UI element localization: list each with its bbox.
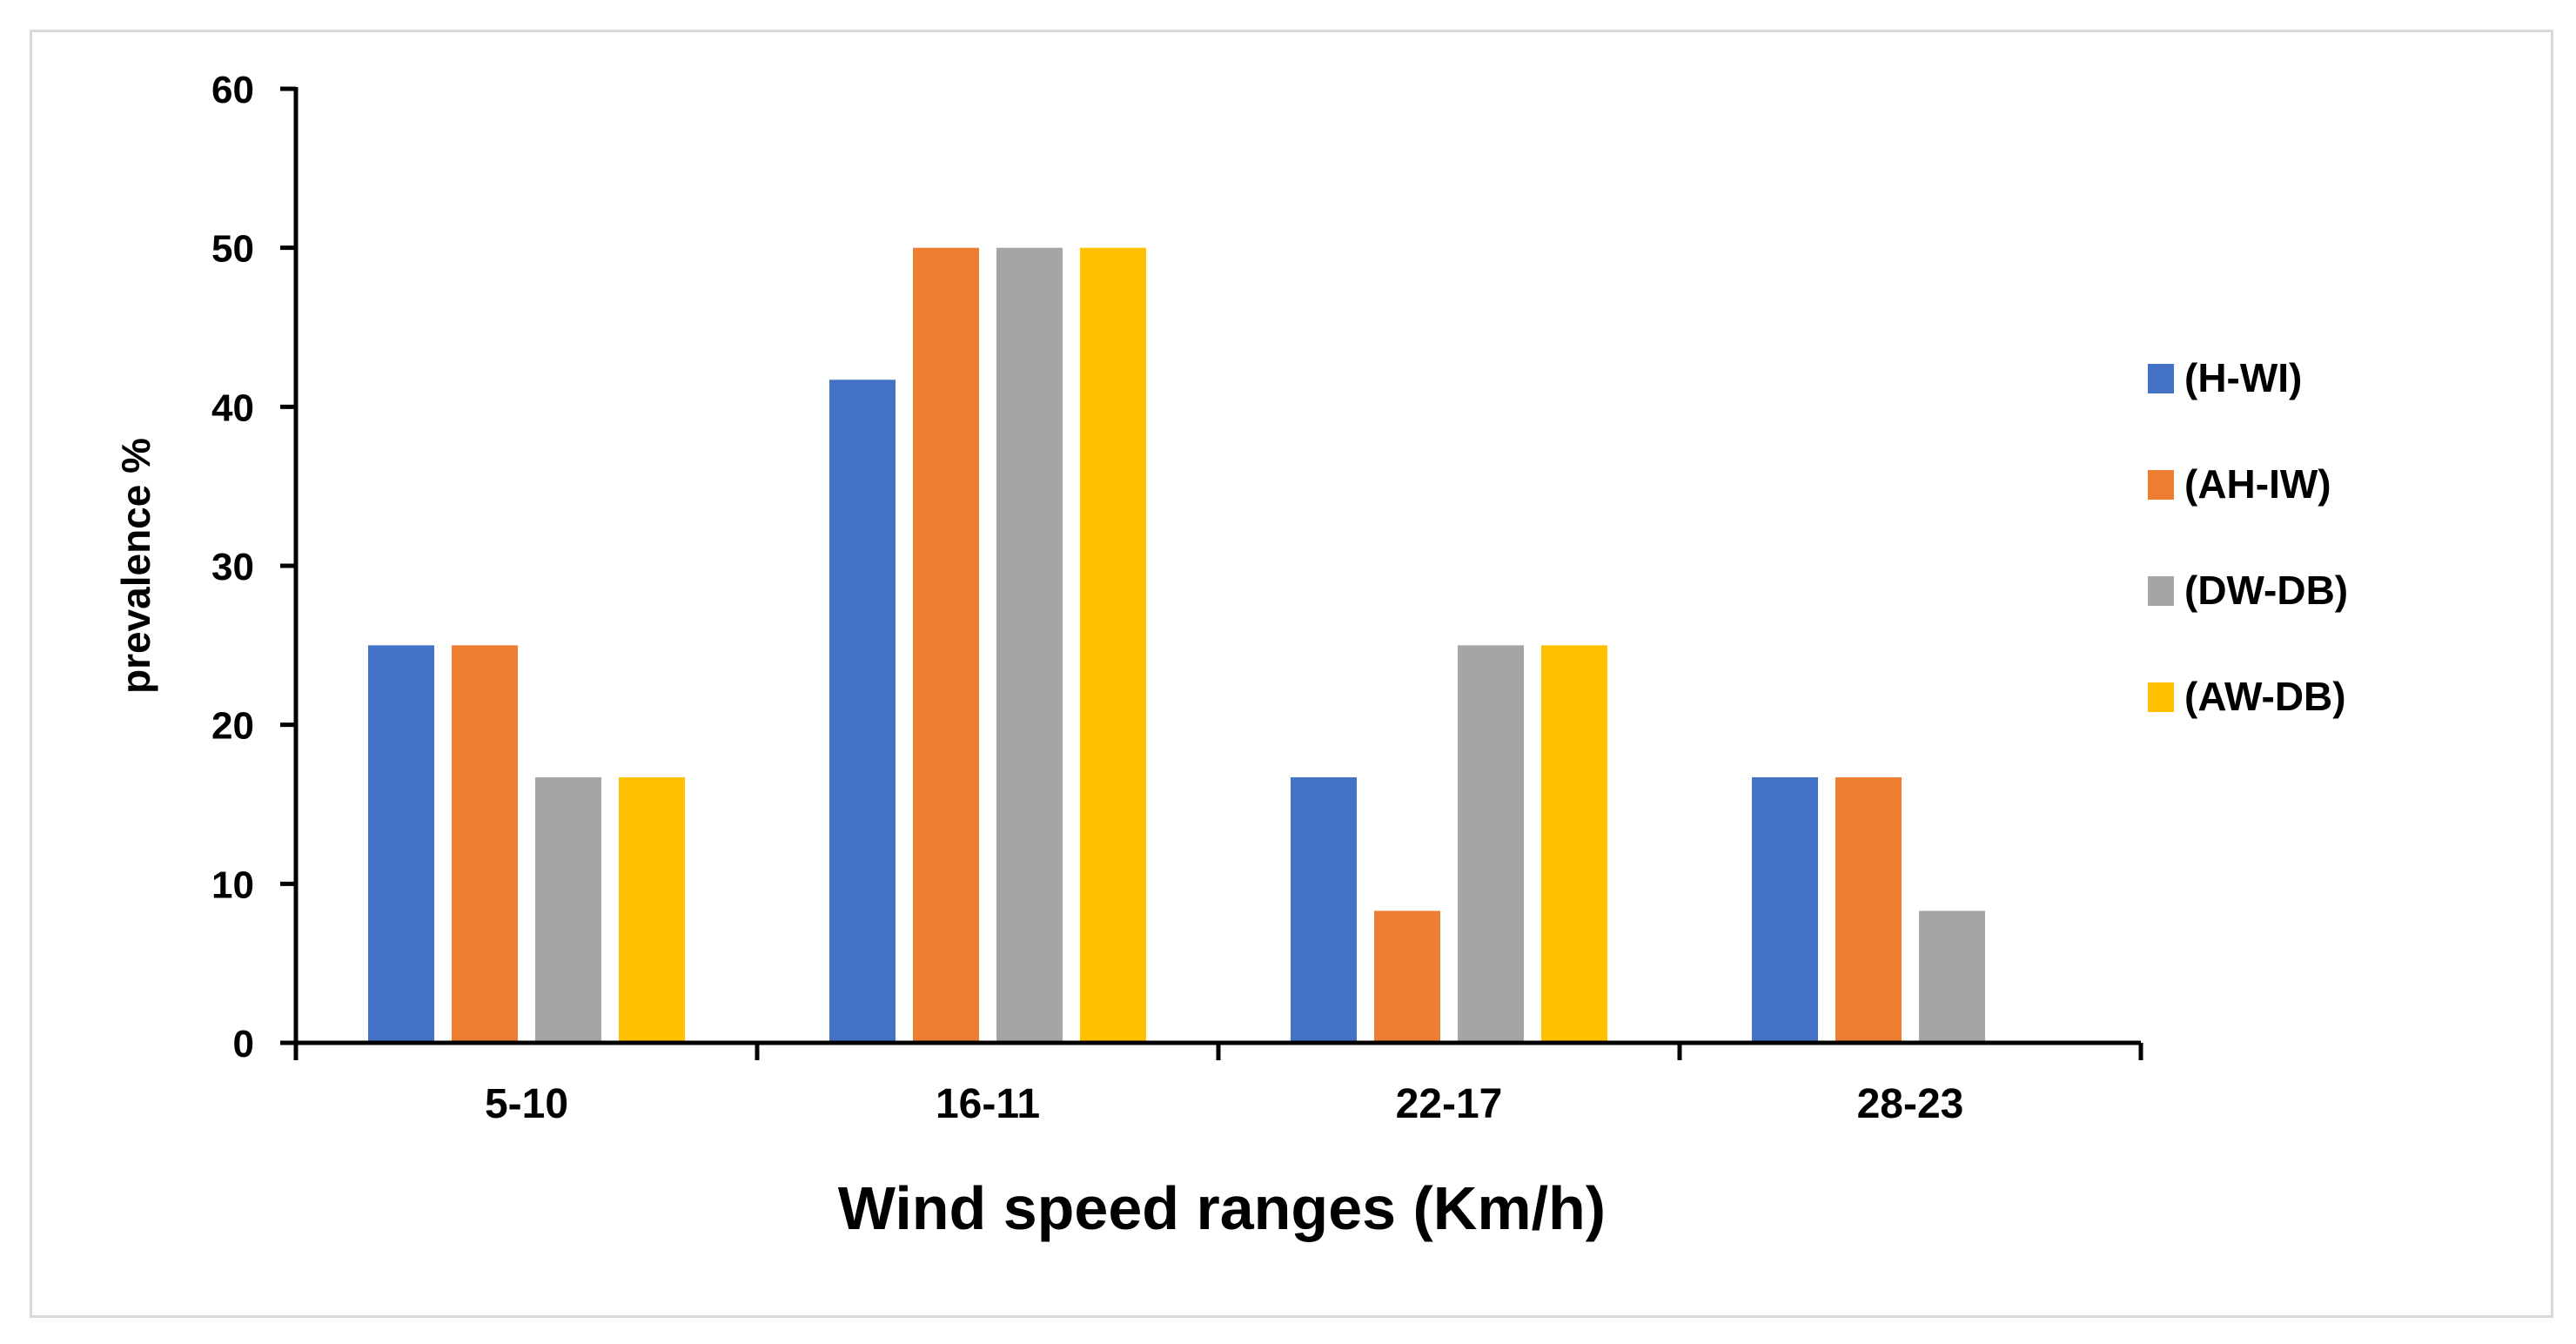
y-tick-label-1: 10	[211, 864, 254, 906]
legend-label-4: (AW-DB)	[2184, 674, 2346, 719]
x-tick-label-1: 5-10	[485, 1081, 568, 1127]
legend-label-3: (DW-DB)	[2184, 568, 2348, 613]
x-tick-label-2: 16-11	[936, 1081, 1040, 1127]
bar-3-1	[535, 776, 601, 1043]
legend-label-1: (H-WI)	[2184, 355, 2302, 400]
x-tick-label-3: 22-17	[1396, 1081, 1503, 1127]
legend-label-2: (AH-IW)	[2184, 461, 2331, 507]
x-ticks-group: 5-10 16-11 22-17 28-23	[293, 1043, 2143, 1127]
legend: (H-WI) (AH-IW) (DW-DB) (AW-DB)	[2148, 355, 2348, 719]
bar-2-3	[1374, 911, 1440, 1043]
y-tick-label-4: 40	[211, 386, 254, 429]
bar-2-2	[913, 247, 979, 1044]
bars-group	[368, 247, 1985, 1044]
y-tick-label-2: 20	[211, 705, 254, 748]
y-ticks-group: 0 10 20 30 40 50 60	[211, 69, 296, 1065]
x-axis-label: Wind speed ranges (Km/h)	[838, 1174, 1606, 1242]
bar-3-2	[996, 247, 1063, 1044]
bar-1-2	[829, 380, 896, 1043]
bar-4-1	[619, 776, 685, 1043]
bar-1-3	[1291, 776, 1357, 1043]
legend-swatch-4	[2148, 682, 2174, 712]
bar-4-3	[1541, 645, 1607, 1043]
y-tick-label-5: 50	[211, 228, 254, 271]
bar-1-1	[368, 645, 434, 1043]
x-tick-label-4: 28-23	[1857, 1081, 1964, 1127]
bar-4-2	[1080, 247, 1146, 1044]
y-tick-label-3: 30	[211, 546, 254, 588]
bar-2-4	[1835, 776, 1902, 1043]
legend-swatch-1	[2148, 364, 2174, 393]
chart-frame	[30, 30, 2553, 1318]
y-axis-label: prevalence %	[113, 438, 158, 694]
bar-2-1	[452, 645, 518, 1043]
bar-3-3	[1458, 645, 1524, 1043]
bar-3-4	[1919, 911, 1985, 1043]
bar-1-4	[1752, 776, 1818, 1043]
y-tick-label-6: 60	[211, 69, 254, 111]
legend-swatch-3	[2148, 576, 2174, 606]
legend-swatch-2	[2148, 470, 2174, 500]
y-tick-label-0: 0	[233, 1023, 254, 1065]
